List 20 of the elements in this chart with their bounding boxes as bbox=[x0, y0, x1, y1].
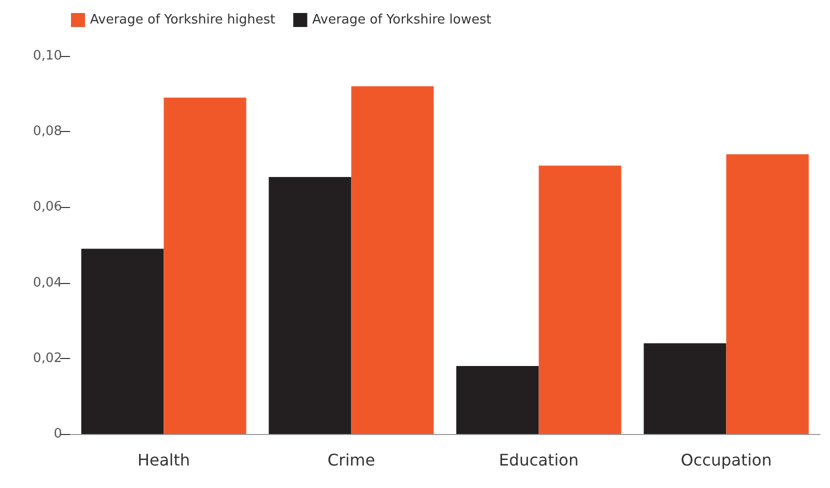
x-tick-label: Crime bbox=[327, 450, 376, 470]
y-tick-label: 0,06 bbox=[33, 200, 62, 215]
bar bbox=[726, 154, 809, 434]
y-tick-label: 0,02 bbox=[33, 350, 62, 366]
x-tick-label: Education bbox=[498, 450, 579, 470]
legend-label: Average of Yorkshire lowest bbox=[312, 12, 492, 28]
bar bbox=[164, 98, 246, 434]
bar bbox=[268, 176, 352, 434]
bar bbox=[644, 343, 726, 434]
x-tick-label: Occupation bbox=[680, 450, 772, 470]
bar bbox=[351, 86, 434, 434]
bar bbox=[81, 248, 164, 434]
y-tick-label: 0,10 bbox=[33, 48, 62, 64]
x-tick-label: Health bbox=[137, 450, 190, 470]
bar bbox=[538, 166, 622, 434]
legend-label: Average of Yorkshire highest bbox=[90, 12, 276, 28]
y-tick-label: 0 bbox=[54, 426, 62, 442]
y-tick-label: 0,08 bbox=[33, 124, 62, 140]
y-tick-label: 0,04 bbox=[33, 275, 62, 290]
bar bbox=[456, 366, 539, 434]
